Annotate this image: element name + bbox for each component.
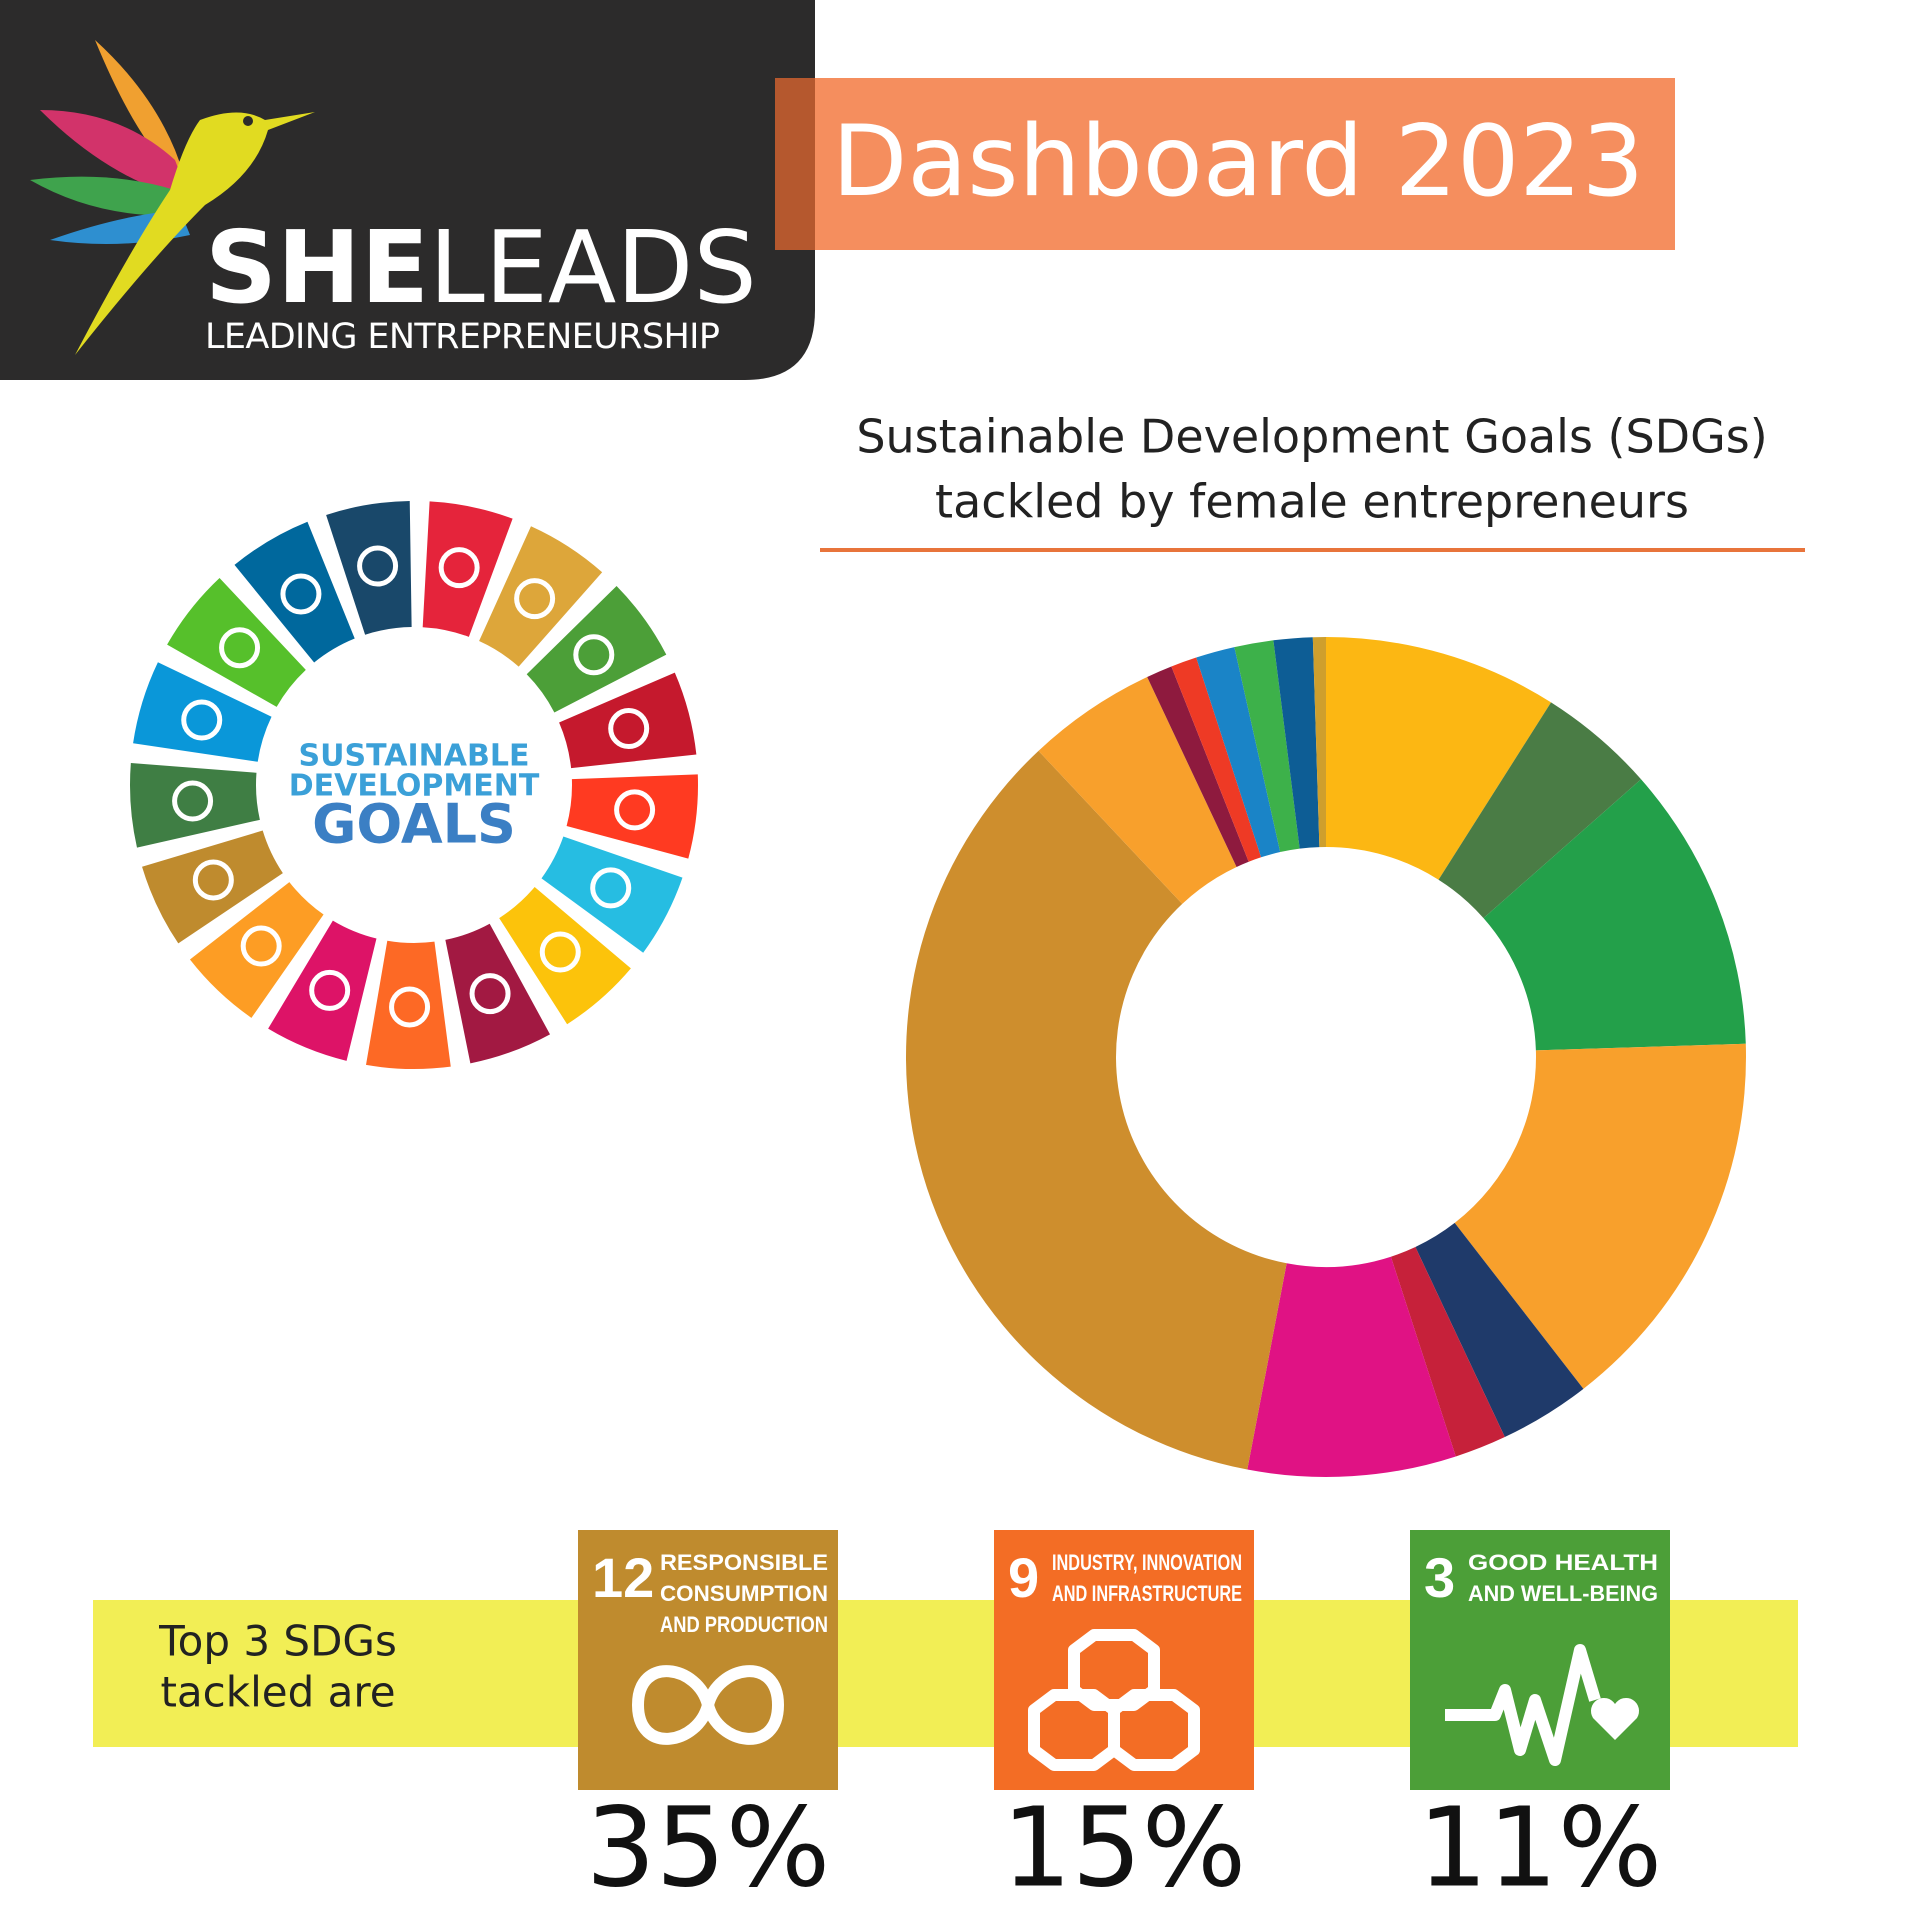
donut-segment <box>1234 640 1300 853</box>
wheel-icon <box>219 627 261 669</box>
tagline: LEADING ENTREPRENEURSHIP <box>205 317 720 357</box>
sdg-tile <box>578 1530 838 1790</box>
logo-bird <box>30 40 315 355</box>
sdg-name: GOOD HEALTH <box>1468 1550 1658 1575</box>
donut-segment <box>1196 647 1281 858</box>
donut-segment <box>1454 1043 1747 1389</box>
chart-title-line: Sustainable Development Goals (SDGs) <box>856 410 1767 464</box>
wheel-icon <box>438 547 480 589</box>
title-box <box>775 78 1675 250</box>
wheel-icon <box>389 986 431 1028</box>
donut-segment <box>1438 702 1642 919</box>
title-box-edge <box>775 78 815 250</box>
sdg-name: RESPONSIBLE <box>660 1550 828 1575</box>
wheel-icon <box>172 780 214 822</box>
sdg-tile <box>1410 1530 1670 1790</box>
header-panel <box>0 0 815 380</box>
sdg-icon <box>632 1665 784 1745</box>
sdg-name: AND PRODUCTION <box>660 1612 828 1637</box>
wheel-tile <box>130 763 260 848</box>
wheel-tile <box>541 836 683 953</box>
brand-light: LEADS <box>429 209 757 326</box>
wheel-icon <box>192 859 234 901</box>
brand-bold: SHE <box>205 209 429 326</box>
sdg-name: AND INFRASTRUCTURE <box>1052 1581 1242 1606</box>
wheel-icon <box>614 789 656 831</box>
wheel-icon <box>357 545 399 587</box>
wheel-icon <box>280 573 322 615</box>
sdg-name: INDUSTRY, INNOVATION <box>1052 1550 1242 1575</box>
top3-tiles: 12 RESPONSIBLE CONSUMPTION AND PRODUCTION 35… <box>578 1530 1670 1911</box>
wheel-tile <box>167 578 306 707</box>
wheel-icon <box>181 699 223 741</box>
sdg-icon <box>1590 1697 1640 1740</box>
donut-segment <box>1038 676 1237 904</box>
wheel-tile <box>422 501 513 637</box>
brand: SHELEADS <box>205 209 757 326</box>
wheel-tile <box>445 923 551 1064</box>
wheel-tile <box>142 830 283 944</box>
wheel-tile <box>499 887 631 1025</box>
wheel-tile <box>268 920 377 1061</box>
donut-segment <box>906 750 1287 1470</box>
wheel-icon <box>608 708 650 750</box>
wheel-text: DEVELOPMENT <box>289 769 540 804</box>
sdg-number: 12 <box>592 1546 654 1609</box>
sdg-share: 11% <box>1418 1783 1663 1911</box>
sdg-icon <box>1028 1629 1200 1771</box>
wheel-tile <box>326 501 412 635</box>
wheel-tile <box>559 672 697 769</box>
top3-label: tackled are <box>160 1668 395 1717</box>
donut-segment <box>1415 1222 1584 1438</box>
sdg-wheel <box>130 501 698 1069</box>
donut-segment <box>1312 637 1326 848</box>
donut-segment <box>1483 779 1746 1051</box>
wheel-icon <box>539 931 581 973</box>
sdg-number: 3 <box>1424 1546 1455 1609</box>
wheel-icon <box>309 969 351 1011</box>
donut-chart <box>906 637 1747 1477</box>
wheel-tile <box>189 882 324 1018</box>
wheel-icon <box>573 634 615 676</box>
donut-segment <box>1171 657 1262 862</box>
wheel-tile <box>133 662 272 762</box>
wheel-tile <box>234 521 355 663</box>
sdg-name: CONSUMPTION <box>660 1581 828 1606</box>
top3-label: Top 3 SDGs <box>158 1617 397 1666</box>
wheel-tile <box>566 774 698 859</box>
donut-segment <box>1390 1247 1505 1457</box>
wheel-tile <box>479 526 603 667</box>
donut-segment <box>1326 637 1552 880</box>
wheel-icon <box>469 973 511 1015</box>
wheel-icon <box>590 867 632 909</box>
chart-title-line: tackled by female entrepreneurs <box>935 475 1689 529</box>
wheel-icon <box>240 925 282 967</box>
wheel-tile <box>526 585 667 713</box>
wheel-icon <box>514 578 556 620</box>
sdg-share: 15% <box>1002 1783 1247 1911</box>
sdg-icon <box>1445 1644 1601 1766</box>
sdg-share: 35% <box>586 1783 831 1911</box>
donut-segment <box>1147 666 1249 867</box>
page-title: Dashboard 2023 <box>832 105 1644 219</box>
sdg-number: 9 <box>1008 1546 1039 1609</box>
sdg-name: AND WELL-BEING <box>1468 1581 1658 1606</box>
wheel-text: GOALS <box>312 793 516 856</box>
wheel-text: SUSTAINABLE <box>299 739 530 774</box>
donut-segment <box>1247 1256 1456 1477</box>
donut-segment <box>1273 637 1320 849</box>
wheel-tile <box>366 940 451 1069</box>
